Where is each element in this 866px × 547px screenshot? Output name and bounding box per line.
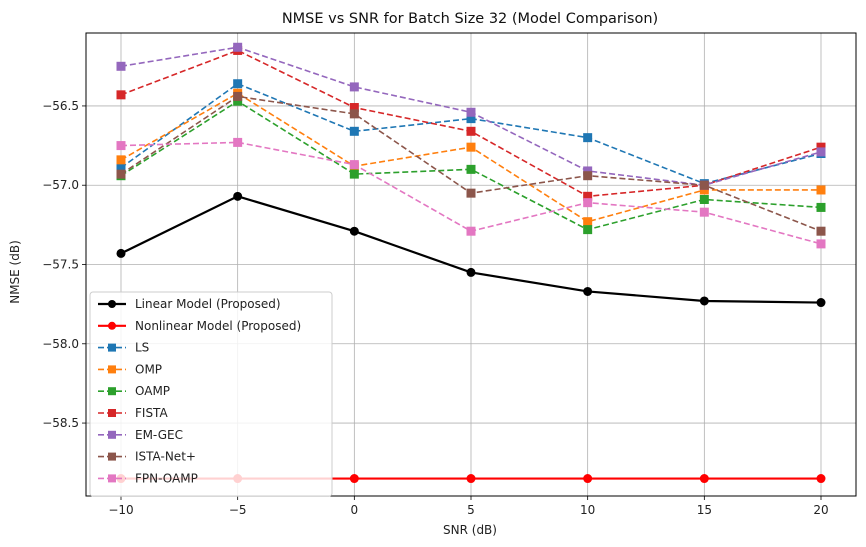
data-point [699,194,709,204]
data-point [349,109,359,119]
x-tick-label: −5 [229,503,247,517]
legend-swatch-marker [108,430,116,439]
x-tick-label: 20 [813,503,828,517]
legend-box [89,291,333,497]
data-point [466,226,476,236]
data-point [583,133,593,143]
data-point [116,155,126,165]
legend-swatch-marker [108,343,116,352]
legend-label: ISTA-Net+ [135,450,196,464]
x-tick-label: 5 [467,503,475,517]
legend-item: FISTA [98,406,168,420]
legend-swatch-marker [108,387,116,396]
chart-title: NMSE vs SNR for Batch Size 32 (Model Com… [282,11,658,27]
legend: Linear Model (Proposed) Nonlinear Model (… [89,291,333,497]
data-point [466,126,476,136]
legend-item: LS [98,341,149,355]
data-point [583,217,593,227]
y-tick-label: −58.5 [42,416,79,430]
data-point [349,226,359,236]
y-tick-label: −57.0 [42,178,79,192]
data-point [349,160,359,170]
data-point [466,474,476,484]
data-point [583,225,593,235]
legend-label: LS [135,341,149,355]
data-point [233,191,243,201]
data-point [233,137,243,147]
legend-swatch-marker [108,321,116,330]
series-ista-net [116,91,826,236]
legend-swatch-marker [108,409,116,417]
legend-item: FPN-OAMP [98,471,198,485]
legend-label: Nonlinear Model (Proposed) [135,319,301,333]
data-point [233,42,243,52]
legend-label: FISTA [135,406,168,420]
data-point [699,180,709,190]
x-axis-label: SNR (dB) [443,523,497,537]
legend-item: EM-GEC [98,428,183,442]
series-fpn-oamp [116,137,826,249]
data-point [116,61,126,71]
data-point [116,141,126,151]
legend-item: Nonlinear Model (Proposed) [98,319,301,333]
data-point [349,126,359,136]
data-point [349,169,359,179]
legend-item: OAMP [98,384,170,398]
legend-item: Linear Model (Proposed) [98,297,281,311]
data-point [116,90,126,100]
data-point [583,286,593,296]
data-point [816,239,826,249]
x-tick-label: 10 [580,503,595,517]
data-point [116,169,126,179]
legend-swatch-marker [108,300,116,308]
legend-item: ISTA-Net+ [98,450,196,464]
data-point [816,185,826,195]
data-point [816,147,826,157]
data-point [466,267,476,277]
legend-label: Linear Model (Proposed) [135,297,281,311]
x-tick-label: −10 [108,503,133,517]
data-point [349,474,359,484]
data-point [466,142,476,152]
data-point [816,298,826,308]
axis-ticks: −10 −5 0 5 10 15 20 −58.5 −58.0 −57.5 −57.0 −56.5 [42,99,828,517]
legend-swatch-marker [108,474,116,483]
data-point [583,198,593,208]
y-tick-label: −57.5 [42,258,79,272]
data-point [116,248,126,258]
legend-item: OMP [98,362,162,376]
x-tick-label: 15 [697,503,712,517]
data-point [816,226,826,236]
y-tick-label: −58.0 [42,337,79,351]
data-point [233,91,243,101]
y-tick-label: −56.5 [42,99,79,113]
data-point [466,107,476,117]
legend-label: EM-GEC [135,428,183,442]
data-point [699,474,709,484]
data-point [583,474,593,484]
x-tick-label: 0 [351,503,359,517]
data-point [699,296,709,306]
data-point [466,188,476,198]
legend-label: OAMP [135,384,170,398]
y-axis-label: NMSE (dB) [8,240,22,304]
data-point [233,79,243,89]
legend-label: FPN-OAMP [135,471,198,485]
data-point [349,82,359,92]
data-point [466,164,476,174]
data-point [816,474,826,484]
series-group [116,42,826,484]
data-point [583,171,593,181]
data-point [699,207,709,217]
legend-swatch-marker [108,365,116,374]
data-point [816,202,826,212]
legend-label: OMP [135,362,162,376]
series-linear-model-proposed [116,191,826,308]
legend-swatch-marker [108,452,116,461]
